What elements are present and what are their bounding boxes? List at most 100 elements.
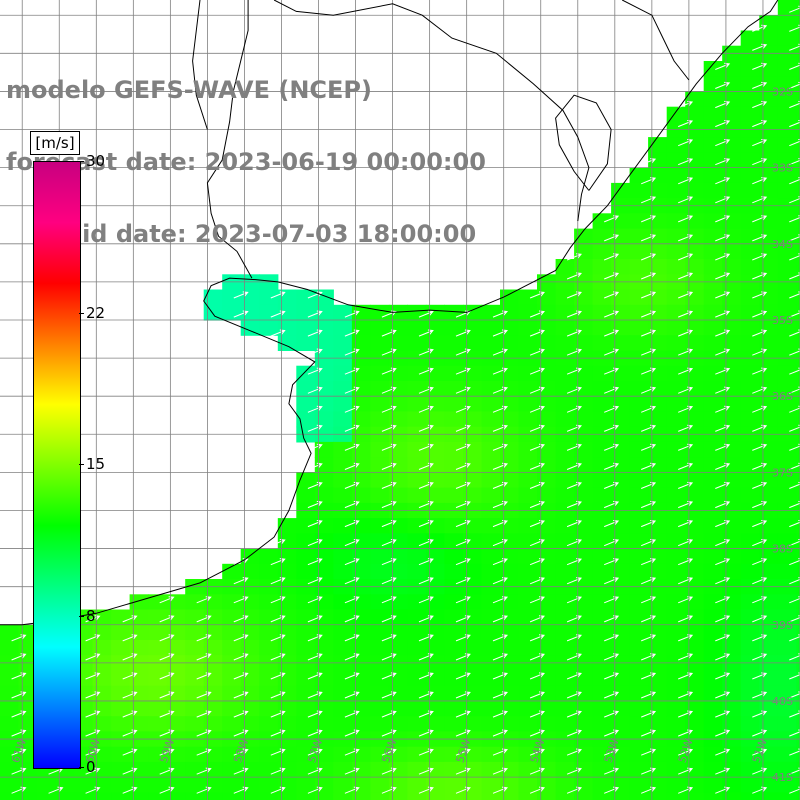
- wind-cell: [629, 259, 649, 275]
- wind-cell: [518, 685, 538, 702]
- wind-cell: [629, 609, 649, 626]
- wind-cell: [685, 91, 705, 108]
- wind-cell: [185, 701, 205, 717]
- wind-cell: [296, 289, 316, 306]
- wind-cell: [666, 182, 686, 199]
- wind-cell: [629, 761, 649, 778]
- wind-cell: [222, 685, 242, 702]
- wind-cell: [425, 563, 445, 580]
- wind-cell: [518, 518, 538, 534]
- wind-cell: [259, 701, 279, 717]
- wind-cell: [277, 792, 297, 800]
- wind-cell: [592, 518, 612, 534]
- wind-cell: [796, 61, 800, 77]
- wind-cell: [203, 609, 223, 626]
- wind-cell: [629, 243, 649, 260]
- wind-cell: [666, 396, 686, 412]
- wind-cell: [574, 792, 594, 800]
- wind-cell: [407, 777, 427, 793]
- wind-cell: [518, 701, 538, 717]
- wind-cell: [370, 472, 390, 489]
- wind-cell: [759, 304, 779, 321]
- wind-cell: [370, 548, 390, 565]
- wind-cell: [574, 228, 594, 245]
- wind-cell: [777, 441, 797, 458]
- wind-cell: [500, 289, 520, 306]
- wind-cell: [203, 624, 223, 641]
- wind-cell: [463, 304, 483, 321]
- wind-cell: [111, 777, 131, 793]
- latitude-label: 36S: [772, 390, 793, 403]
- wind-cell: [611, 548, 631, 565]
- wind-cell: [740, 716, 760, 732]
- wind-cell: [592, 259, 612, 275]
- wind-cell: [333, 563, 353, 580]
- wind-cell: [370, 563, 390, 580]
- wind-cell: [240, 563, 260, 580]
- wind-cell: [703, 457, 723, 473]
- wind-cell: [296, 640, 316, 656]
- wind-cell: [703, 167, 723, 184]
- wind-cell: [592, 685, 612, 702]
- wind-cell: [796, 487, 800, 504]
- wind-cell: [777, 685, 797, 702]
- wind-cell: [296, 320, 316, 336]
- wind-cell: [333, 792, 353, 800]
- wind-cell: [129, 594, 149, 611]
- wind-cell: [740, 792, 760, 800]
- wind-cell: [518, 777, 538, 793]
- wind-cell: [611, 792, 631, 800]
- wind-cell: [555, 701, 575, 717]
- wind-cell: [611, 685, 631, 702]
- wind-cell: [425, 304, 445, 321]
- wind-cell: [351, 411, 371, 428]
- wind-cell: [518, 533, 538, 550]
- wind-cell: [407, 365, 427, 382]
- wind-cell: [148, 792, 168, 800]
- wind-cell: [333, 594, 353, 611]
- wind-cell: [333, 670, 353, 687]
- wind-cell: [314, 609, 334, 626]
- wind-cell: [277, 335, 297, 351]
- wind-cell: [222, 761, 242, 778]
- wind-cell: [629, 213, 649, 230]
- wind-cell: [648, 716, 668, 732]
- wind-cell: [722, 167, 742, 184]
- wind-cell: [611, 457, 631, 473]
- wind-cell: [777, 61, 797, 77]
- wind-cell: [314, 487, 334, 504]
- wind-cell: [463, 487, 483, 504]
- wind-cell: [148, 609, 168, 626]
- wind-cell: [796, 167, 800, 184]
- wind-cell: [629, 716, 649, 732]
- wind-cell: [666, 716, 686, 732]
- wind-cell: [685, 624, 705, 641]
- wind-cell: [611, 701, 631, 717]
- wind-cell: [722, 563, 742, 580]
- wind-cell: [351, 701, 371, 717]
- wind-cell: [777, 320, 797, 336]
- wind-cell: [592, 320, 612, 336]
- wind-cell: [555, 533, 575, 550]
- wind-cell: [425, 761, 445, 778]
- wind-cell: [555, 411, 575, 428]
- wind-cell: [629, 701, 649, 717]
- wind-cell: [722, 716, 742, 732]
- wind-cell: [703, 594, 723, 611]
- wind-cell: [574, 640, 594, 656]
- wind-cell: [666, 624, 686, 641]
- wind-cell: [314, 533, 334, 550]
- wind-cell: [703, 609, 723, 626]
- wind-cell: [314, 457, 334, 473]
- wind-cell: [351, 716, 371, 732]
- latitude-labels: 32S 33S 34S 35S 36S 37S 38S 39S 40S 41S: [772, 85, 793, 784]
- wind-cell: [574, 396, 594, 412]
- wind-cell: [592, 457, 612, 473]
- wind-cell: [425, 335, 445, 351]
- wind-cell: [18, 685, 38, 702]
- uruguay-river: [206, 0, 253, 279]
- wind-cell: [666, 381, 686, 397]
- wind-cell: [611, 487, 631, 504]
- wind-cell: [537, 396, 557, 412]
